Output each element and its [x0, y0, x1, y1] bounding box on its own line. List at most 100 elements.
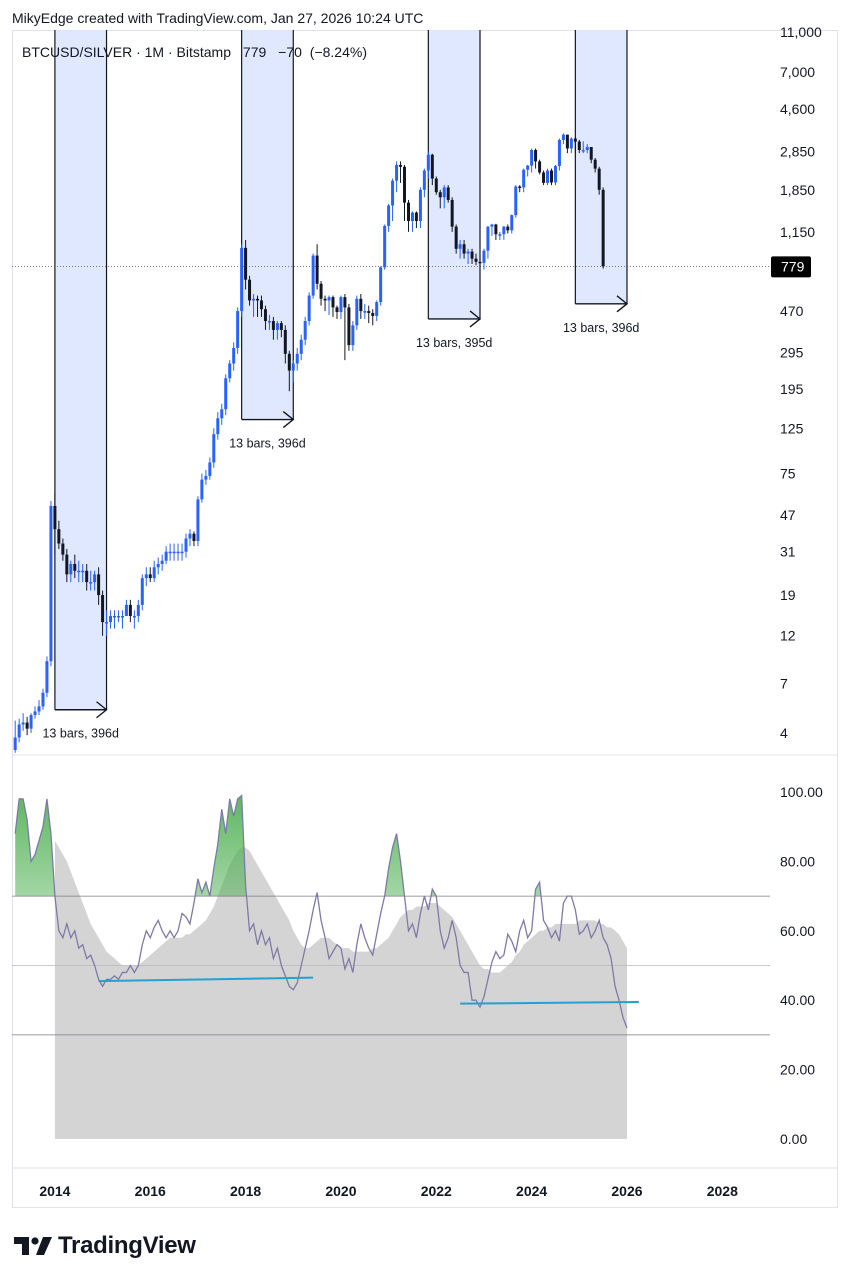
candle-body [478, 261, 482, 264]
candle-body [522, 169, 526, 188]
time-axis-tick: 2024 [516, 1183, 547, 1199]
time-axis-tick: 2018 [230, 1183, 261, 1199]
candle-body [474, 258, 478, 262]
price-axis-tick: 125 [780, 420, 804, 436]
candle-body [69, 563, 73, 575]
chart-frame[interactable] [12, 30, 838, 1208]
candle-body [343, 297, 347, 308]
tradingview-footer-logo[interactable]: TradingView [14, 1232, 196, 1260]
price-axis-tick: 7,000 [780, 64, 815, 80]
candle-body [514, 186, 518, 216]
candle-body [236, 311, 240, 348]
price-axis-tick: 7 [780, 675, 788, 691]
candle-body [383, 225, 387, 268]
candle-body [97, 574, 101, 596]
candle-body [259, 300, 263, 310]
candle-body [593, 159, 597, 169]
candle-body [585, 147, 589, 151]
candle-body [244, 247, 248, 280]
candle-body [601, 189, 605, 267]
candle-body [41, 692, 45, 707]
rsi-axis-tick: 20.00 [780, 1062, 815, 1078]
candle-body [252, 298, 256, 301]
candle-body [557, 139, 561, 167]
candle-body [577, 141, 581, 151]
candle-body [168, 551, 172, 554]
rsi-ma-area [54, 840, 627, 1139]
time-axis-tick: 2022 [421, 1183, 452, 1199]
candle-body [152, 567, 156, 579]
candle-body [418, 189, 422, 222]
candle-body [426, 154, 430, 171]
candle-body [347, 307, 351, 346]
candle-body [387, 205, 391, 226]
candle-body [85, 570, 89, 583]
candle-body [89, 582, 93, 584]
candle-body [395, 164, 399, 181]
candle-body [291, 363, 295, 371]
candle-body [307, 295, 311, 322]
candle-body [470, 251, 474, 259]
candle-body [311, 255, 315, 296]
candle-body [275, 323, 279, 330]
candle-body [208, 462, 212, 476]
candle-body [534, 150, 538, 162]
price-axis-tick: 4,600 [780, 101, 815, 117]
candle-body [422, 170, 426, 190]
candle-body [248, 279, 252, 301]
candle-body [486, 226, 490, 251]
candle-body [331, 297, 335, 308]
legend-change: −70 [278, 44, 302, 60]
candle-body [120, 615, 124, 618]
rsi-axis-tick: 100.00 [780, 784, 823, 800]
range-label-3: 13 bars, 395d [416, 336, 492, 350]
candle-body [112, 615, 116, 618]
candle-body [228, 363, 232, 379]
candle-body [494, 224, 498, 235]
price-axis-tick: 295 [780, 344, 804, 360]
rsi-axis-tick: 0.00 [780, 1131, 807, 1147]
candle-body [116, 615, 120, 618]
candle-body [406, 202, 410, 222]
candle-body [589, 147, 593, 160]
candle-body [327, 297, 331, 301]
candle-body [303, 321, 307, 340]
candle-body [57, 529, 61, 544]
candle-body [184, 538, 188, 552]
candle-body [295, 353, 299, 364]
candle-body [375, 302, 379, 316]
last-price-label: 779 [781, 258, 805, 274]
candle-body [156, 563, 160, 568]
candle-body [363, 311, 367, 313]
candle-body [462, 244, 466, 254]
rsi-axis-tick: 60.00 [780, 923, 815, 939]
candle-body [172, 551, 176, 554]
range-label-1: 13 bars, 396d [42, 727, 118, 741]
price-axis-tick: 195 [780, 381, 804, 397]
candle-body [45, 661, 49, 693]
candle-body [160, 560, 164, 564]
candle-body [188, 533, 192, 539]
price-axis-tick: 47 [780, 507, 796, 523]
candle-body [335, 307, 339, 313]
rsi-axis-tick: 40.00 [780, 992, 815, 1008]
candle-body [180, 551, 184, 554]
price-axis-tick: 2,850 [780, 144, 815, 160]
candle-body [561, 134, 565, 140]
legend-symbol: BTCUSD/SILVER · 1M · Bitstamp [22, 44, 232, 60]
candle-body [33, 711, 37, 716]
price-axis-tick: 470 [780, 303, 804, 319]
attribution-text: MikyEdge created with TradingView.com, J… [12, 10, 424, 26]
candle-body [140, 578, 144, 605]
symbol-legend[interactable]: BTCUSD/SILVER · 1M · Bitstamp 779 −70 (−… [22, 44, 371, 60]
rsi-line [14, 794, 628, 1029]
candle-body [200, 479, 204, 500]
range-box-3 [428, 30, 481, 319]
candle-body [17, 724, 21, 738]
candle-body [339, 297, 343, 313]
candle-body [73, 563, 77, 571]
candle-body [581, 150, 585, 152]
candle-body [216, 418, 220, 435]
candle-body [542, 172, 546, 183]
